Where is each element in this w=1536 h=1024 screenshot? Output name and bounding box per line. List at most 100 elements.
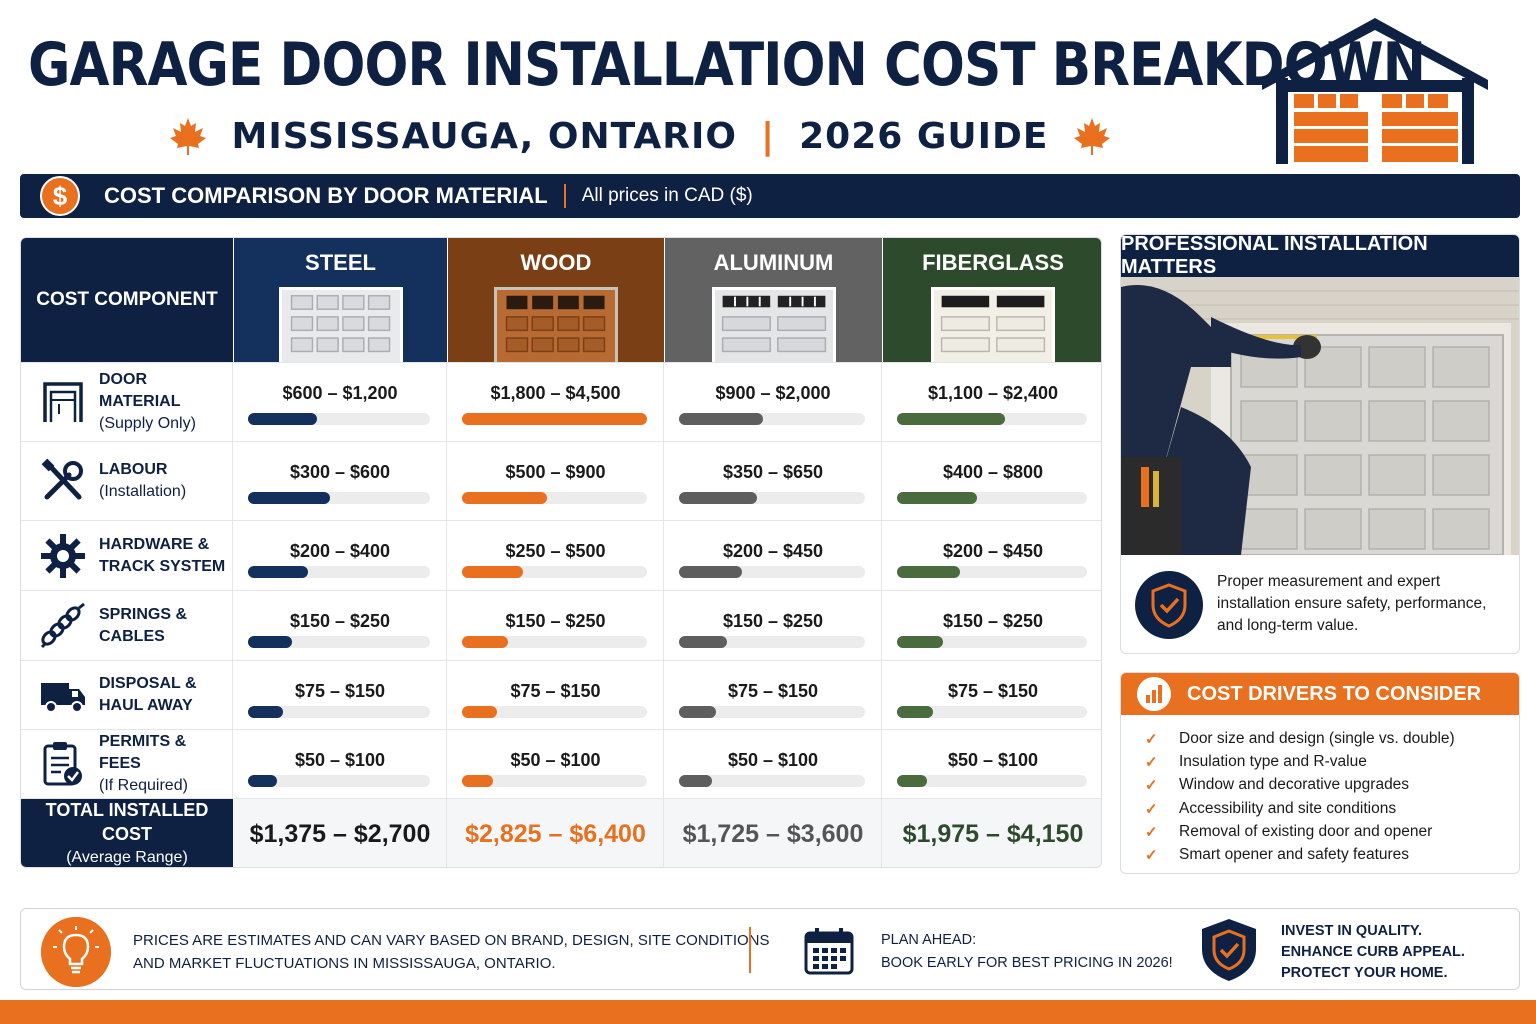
steel-door-icon — [278, 287, 403, 363]
component-title: DOOR MATERIAL — [99, 371, 181, 410]
subtitle: MISSISSAUGA, ONTARIO | 2026 GUIDE — [150, 114, 1130, 158]
price-cell-aluminum: $50 – $100 — [665, 730, 882, 798]
price-cell-steel: $200 – $400 — [234, 521, 447, 590]
driver-item: ✓ Smart opener and safety features — [1145, 843, 1455, 866]
tools-icon — [39, 457, 87, 505]
component-label: DISPOSAL & HAUL AWAY — [99, 673, 197, 717]
cost-bar-track — [462, 706, 647, 718]
subtitle-separator: | — [760, 115, 776, 157]
check-icon: ✓ — [1145, 800, 1158, 818]
cost-bar-fill — [248, 775, 278, 787]
price-range: $600 – $1,200 — [282, 383, 398, 403]
cost-bar-track — [897, 566, 1087, 578]
component-cell: SPRINGS & CABLES — [21, 591, 233, 660]
driver-item: ✓ Window and decorative upgrades — [1145, 774, 1455, 797]
footer-bar: Prices are estimates and can vary based … — [20, 908, 1520, 990]
table-row: LABOUR (Installation) $300 – $600 $500 – $9… — [21, 441, 1101, 520]
professional-installation-panel: PROFESSIONAL INSTALLATION MATTERS Proper… — [1120, 234, 1520, 654]
component-header-cell: COST COMPONENT — [21, 238, 233, 362]
cost-bar-track — [462, 636, 647, 648]
price-range: $350 – $650 — [722, 462, 824, 482]
garage-house-logo — [1262, 18, 1488, 164]
cost-bar-fill — [462, 775, 494, 787]
price-cell-wood: $50 – $100 — [448, 730, 664, 798]
disclaimer-line-1: Prices are estimates and can vary based … — [133, 932, 770, 949]
maple-leaf-icon — [169, 118, 206, 155]
cost-bar-fill — [462, 492, 548, 504]
clipboard-check-icon — [39, 740, 87, 788]
total-sublabel: (Average Range) — [66, 849, 188, 866]
price-cell-fiberglass: $150 – $250 — [883, 591, 1101, 660]
cost-bar-fill — [679, 775, 713, 787]
component-label: PERMITS & FEES (If Required) — [99, 731, 232, 797]
invest-line-1: INVEST IN QUALITY. — [1281, 923, 1422, 939]
price-range: $150 – $250 — [942, 611, 1044, 631]
cost-bar-track — [679, 775, 865, 787]
cost-bar-fill — [462, 413, 647, 425]
cost-bar-fill — [679, 566, 743, 578]
table-row: HARDWARE & TRACK SYSTEM $200 – $400 $250 – … — [21, 520, 1101, 590]
invest-line-2: ENHANCE CURB APPEAL. — [1281, 944, 1465, 960]
header-wood: WOOD — [448, 238, 664, 363]
price-cell-aluminum: $350 – $650 — [665, 442, 882, 520]
material-name: ALUMINUM — [713, 250, 834, 275]
banner-separator — [563, 184, 566, 208]
price-range: $400 – $800 — [942, 462, 1044, 482]
price-range: $50 – $100 — [294, 750, 386, 770]
total-label: TOTAL INSTALLED COST — [45, 800, 209, 844]
banner-title: COST COMPARISON BY DOOR MATERIAL — [104, 183, 548, 208]
total-wood: $2,825 – $6,400 — [448, 799, 664, 867]
price-range: $150 – $250 — [505, 611, 606, 631]
cost-bar-track — [248, 492, 430, 504]
driver-item: ✓ Insulation type and R-value — [1145, 750, 1455, 773]
price-range: $150 – $250 — [289, 611, 391, 631]
price-cell-fiberglass: $50 – $100 — [883, 730, 1101, 798]
total-fiberglass: $1,975 – $4,150 — [902, 819, 1084, 848]
cost-bar-fill — [679, 413, 763, 425]
driver-item: ✓ Accessibility and site conditions — [1145, 797, 1455, 820]
price-cell-aluminum: $200 – $450 — [665, 521, 882, 590]
cost-bar-track — [679, 566, 865, 578]
total-label-cell: TOTAL INSTALLED COST (Average Range) — [21, 799, 233, 867]
dollar-icon: $ — [40, 176, 80, 216]
price-cell-steel: $50 – $100 — [234, 730, 447, 798]
component-subtitle: CABLES — [99, 627, 165, 645]
price-range: $1,100 – $2,400 — [927, 383, 1059, 403]
driver-item: ✓ Removal of existing door and opener — [1145, 820, 1455, 843]
pro-panel-title: PROFESSIONAL INSTALLATION MATTERS — [1121, 235, 1519, 278]
price-cell-aluminum: $75 – $150 — [665, 661, 882, 729]
driver-text: Accessibility and site conditions — [1179, 799, 1397, 817]
total-steel: $1,375 – $2,700 — [234, 799, 447, 867]
price-cell-aluminum: $150 – $250 — [665, 591, 882, 660]
drivers-title: COST DRIVERS TO CONSIDER — [1187, 682, 1482, 705]
guide-label: 2026 GUIDE — [799, 115, 1049, 157]
price-cell-steel: $150 – $250 — [234, 591, 447, 660]
driver-item: ✓ Door size and design (single vs. double… — [1145, 727, 1455, 750]
component-title: LABOUR — [99, 461, 168, 478]
price-range: $50 – $100 — [510, 750, 601, 770]
component-cell: DISPOSAL & HAUL AWAY — [21, 661, 233, 729]
cost-bar-track — [897, 413, 1087, 425]
cost-bar-fill — [248, 706, 283, 718]
price-range: $50 – $100 — [727, 750, 819, 770]
cost-bar-track — [679, 492, 865, 504]
cost-bar-track — [248, 775, 430, 787]
cost-bar-track — [679, 636, 865, 648]
material-name: FIBERGLASS — [922, 250, 1064, 275]
price-cell-wood: $150 – $250 — [448, 591, 664, 660]
table-row: DOOR MATERIAL (Supply Only) $600 – $1,200 $… — [21, 362, 1101, 441]
invest-line-3: PROTECT YOUR HOME. — [1281, 965, 1448, 981]
price-cell-wood: $75 – $150 — [448, 661, 664, 729]
pro-panel-text: Proper measurement and expert installati… — [1217, 573, 1487, 634]
cost-bar-fill — [679, 636, 728, 648]
driver-text: Door size and design (single vs. double) — [1179, 729, 1455, 747]
shield-check-icon — [1135, 571, 1203, 639]
cost-bar-fill — [248, 566, 309, 578]
plan-ahead-text: PLAN AHEAD: BOOK EARLY FOR BEST PRICING … — [881, 929, 1173, 975]
cost-bar-track — [462, 492, 647, 504]
check-icon: ✓ — [1145, 823, 1158, 841]
cost-bar-track — [462, 413, 647, 425]
table-row: DISPOSAL & HAUL AWAY $75 – $150 $75 – $150 $… — [21, 660, 1101, 729]
cost-bar-track — [679, 706, 865, 718]
table-row: SPRINGS & CABLES $150 – $250 $150 – $250 $15… — [21, 590, 1101, 660]
